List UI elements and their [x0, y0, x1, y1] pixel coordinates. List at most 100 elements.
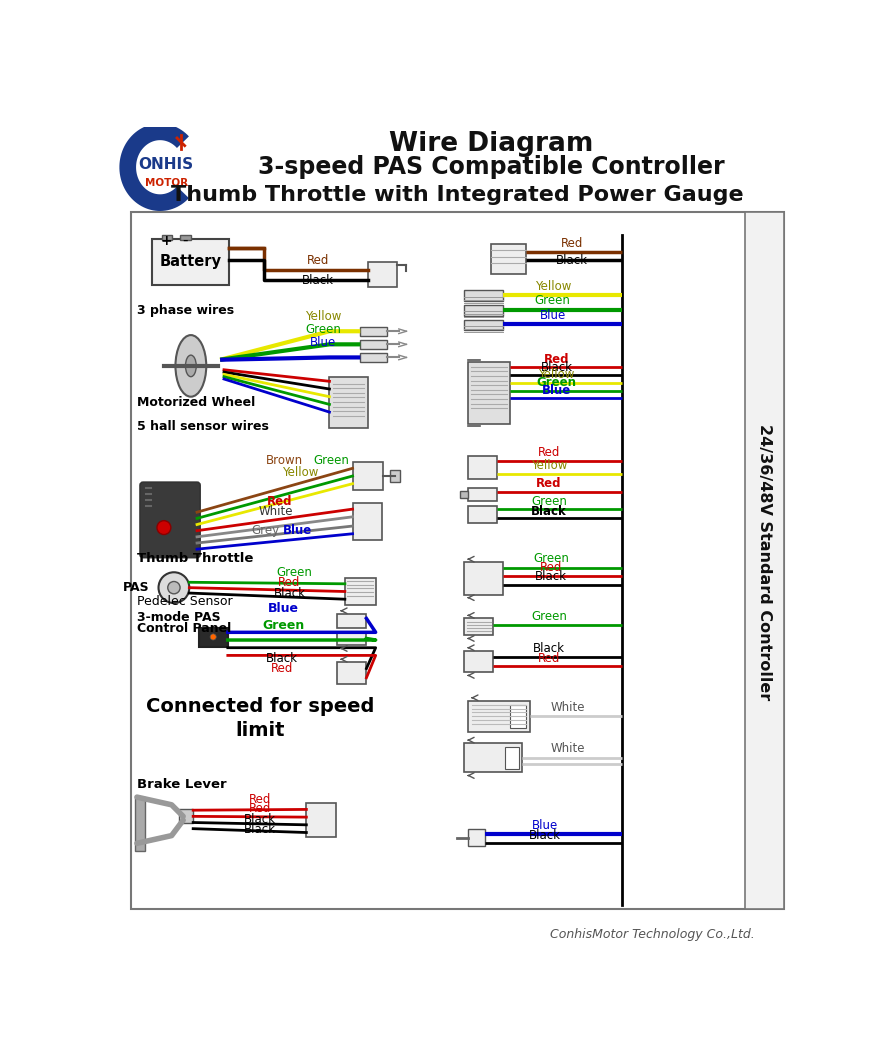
Text: Black: Black [244, 824, 276, 836]
Bar [505, 747, 519, 768]
Text: -: - [182, 233, 188, 248]
Text: 3-speed PAS Compatible Controller: 3-speed PAS Compatible Controller [258, 155, 724, 179]
Bar [162, 235, 172, 241]
Bar [130, 212, 784, 908]
Bar [136, 797, 145, 851]
Text: Black: Black [533, 641, 565, 655]
Text: Green: Green [313, 454, 349, 466]
Text: Red: Red [267, 495, 292, 508]
Text: Red: Red [306, 254, 330, 267]
Text: Brake Lever: Brake Lever [137, 778, 227, 791]
Bar [468, 506, 497, 523]
Text: Red: Red [538, 652, 560, 665]
Text: Yellow: Yellow [282, 466, 319, 479]
Text: Red: Red [536, 477, 562, 490]
Text: Green: Green [531, 610, 567, 623]
Bar [306, 803, 336, 837]
Bar [360, 353, 388, 363]
Circle shape [157, 520, 171, 534]
FancyBboxPatch shape [140, 482, 200, 558]
Text: Thumb Throttle with Integrated Power Gauge: Thumb Throttle with Integrated Power Gau… [171, 184, 744, 205]
Text: Brown: Brown [266, 454, 304, 466]
Text: 5 hall sensor wires: 5 hall sensor wires [137, 420, 269, 432]
Text: Red: Red [249, 793, 271, 807]
Bar [179, 810, 193, 824]
Bar [153, 238, 230, 285]
Bar [353, 462, 383, 490]
Text: PAS: PAS [122, 581, 149, 595]
Text: White: White [551, 701, 586, 713]
Text: Green: Green [277, 566, 313, 579]
Text: Green: Green [537, 376, 577, 389]
Text: Yellow: Yellow [530, 459, 567, 472]
Bar [464, 618, 494, 635]
Text: Connected for speed: Connected for speed [146, 697, 374, 717]
Text: Green: Green [535, 295, 571, 307]
Text: 24/36/48V Standard Controller: 24/36/48V Standard Controller [757, 424, 772, 701]
Bar [180, 235, 191, 241]
Text: Grey: Grey [252, 524, 280, 536]
Bar [330, 377, 368, 427]
Text: Black: Black [244, 813, 276, 826]
Text: Black: Black [273, 587, 305, 600]
Bar [338, 632, 366, 646]
Bar [345, 578, 376, 605]
Text: Green: Green [531, 495, 567, 508]
Bar [353, 502, 382, 540]
Text: Red: Red [561, 237, 583, 250]
Bar [468, 456, 497, 479]
Text: Red: Red [544, 353, 570, 366]
Bar [511, 705, 526, 728]
Text: Pedelec Sensor: Pedelec Sensor [137, 595, 232, 607]
Bar [338, 662, 366, 684]
Text: Yellow: Yellow [538, 368, 575, 382]
Text: MOTOR: MOTOR [145, 178, 188, 188]
Text: White: White [551, 742, 586, 756]
Text: Motorized Wheel: Motorized Wheel [137, 396, 255, 409]
Text: Red: Red [249, 802, 271, 815]
Text: Black: Black [531, 505, 567, 517]
Text: Black: Black [266, 652, 297, 665]
Text: Red: Red [271, 661, 293, 674]
Text: Control Panel: Control Panel [137, 622, 231, 635]
Ellipse shape [175, 335, 206, 396]
Bar [461, 491, 468, 498]
Text: 3-mode PAS: 3-mode PAS [137, 611, 221, 623]
Bar [360, 326, 388, 336]
Text: Red: Red [540, 561, 563, 573]
Text: Black: Black [540, 360, 572, 373]
Bar [389, 470, 400, 482]
Bar [468, 488, 497, 501]
Bar [746, 212, 784, 908]
Text: limit: limit [236, 721, 285, 740]
Text: Red: Red [279, 577, 301, 589]
Text: Blue: Blue [268, 601, 299, 615]
Text: ONHIS: ONHIS [138, 157, 194, 172]
Bar [464, 305, 503, 316]
Text: Green: Green [263, 619, 305, 632]
Text: White: White [258, 506, 293, 518]
Text: Yellow: Yellow [535, 281, 571, 294]
Ellipse shape [186, 355, 196, 376]
Bar [360, 339, 388, 349]
Text: Green: Green [533, 552, 569, 565]
Text: Yellow: Yellow [305, 311, 341, 323]
Text: Blue: Blue [310, 336, 337, 349]
Bar [464, 562, 503, 595]
Bar [464, 320, 503, 331]
Text: Blue: Blue [282, 524, 312, 536]
Circle shape [159, 572, 189, 603]
Text: ConhisMotor Technology Co.,Ltd.: ConhisMotor Technology Co.,Ltd. [550, 928, 755, 940]
Text: Thumb Throttle: Thumb Throttle [137, 552, 254, 565]
Bar [491, 244, 526, 273]
Circle shape [210, 634, 216, 640]
Bar [464, 743, 522, 773]
Text: 3 phase wires: 3 phase wires [137, 303, 234, 317]
Circle shape [168, 582, 180, 594]
Text: Green: Green [305, 323, 341, 336]
Text: Blue: Blue [532, 819, 558, 832]
Bar [464, 290, 503, 301]
Bar [338, 614, 366, 628]
Text: Black: Black [529, 829, 561, 842]
Text: Black: Black [535, 570, 567, 583]
